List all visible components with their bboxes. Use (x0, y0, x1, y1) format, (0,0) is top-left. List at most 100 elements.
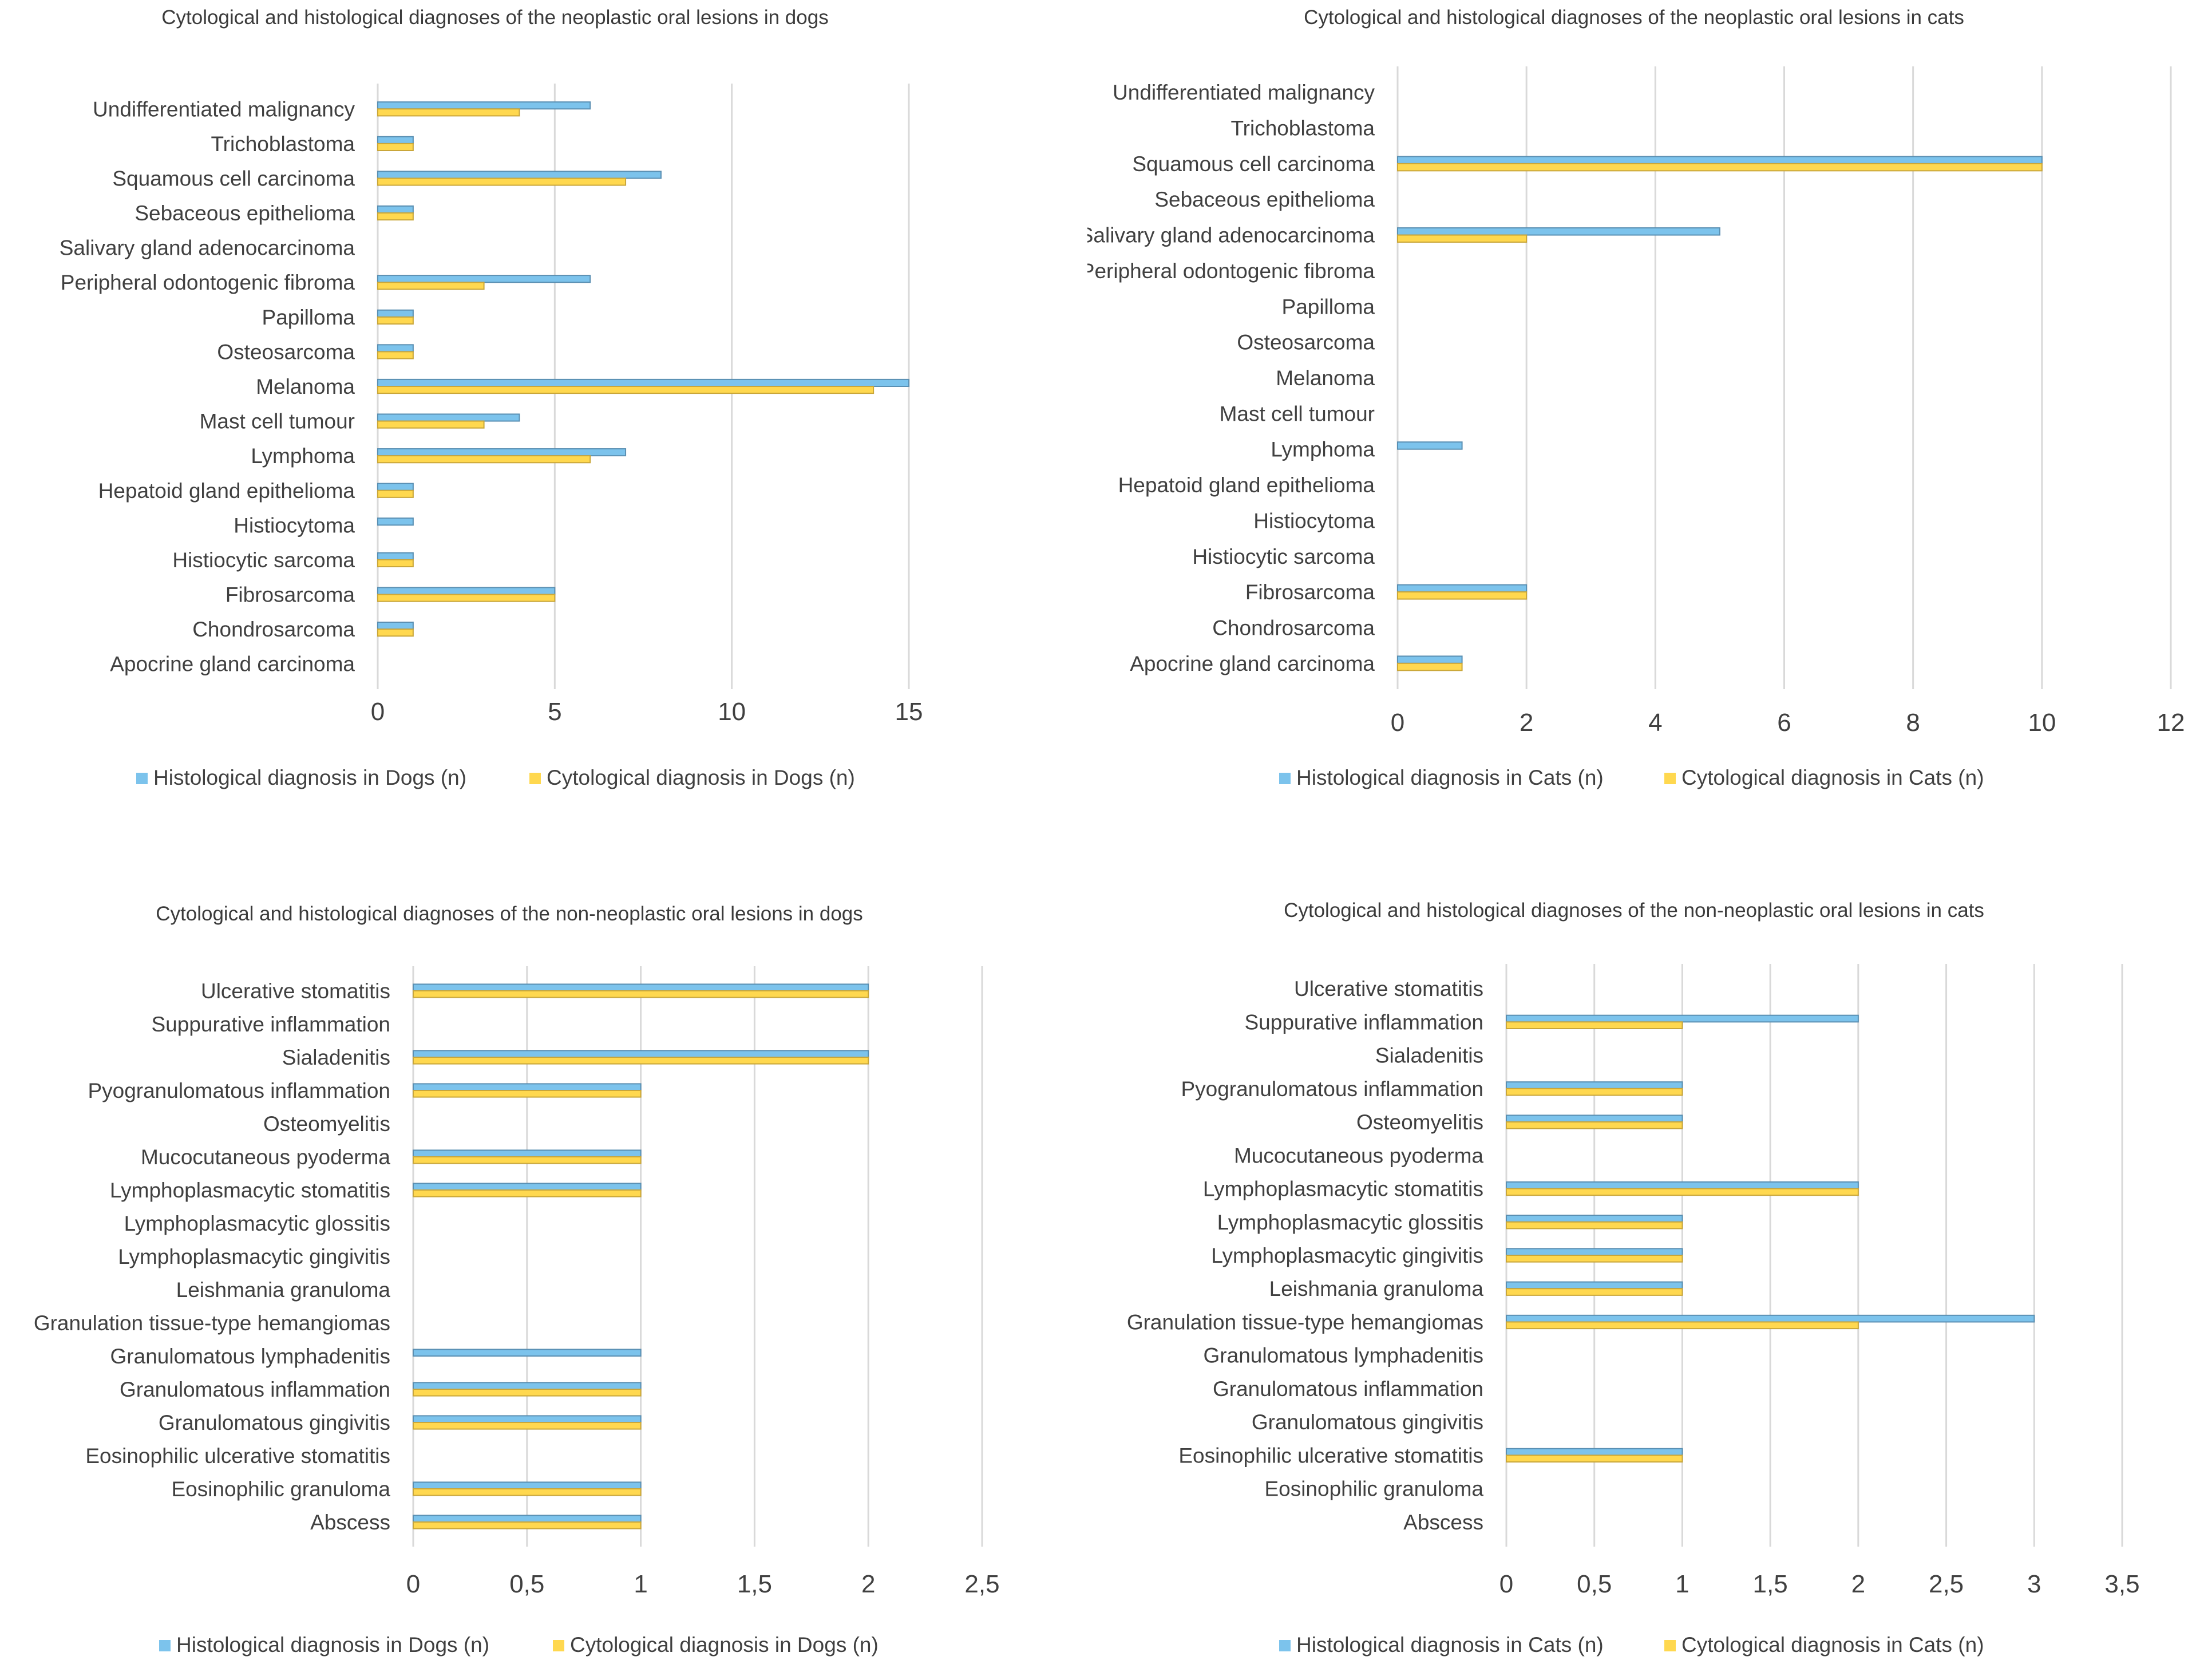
tick-label: 0,5 (509, 1570, 544, 1598)
legend-swatch-cytological (1664, 773, 1676, 784)
category-label: Lymphoplasmacytic stomatitis (110, 1179, 390, 1202)
bar-cytological (1397, 163, 2043, 172)
tick-label: 2 (1520, 709, 1533, 737)
chart-title: Cytological and histological diagnoses o… (1304, 6, 1964, 29)
bar-histological (1506, 1215, 1683, 1223)
bar-cytological (413, 1389, 642, 1397)
category-label: Granulomatous lymphadenitis (110, 1345, 390, 1368)
category-label: Ulcerative stomatitis (201, 979, 390, 1003)
bar-cytological (377, 594, 556, 602)
bar-cytological (377, 420, 485, 429)
category-label: Chondrosarcoma (192, 618, 355, 641)
category-label: Lymphoma (251, 444, 355, 468)
legend-label-histological: Histological diagnosis in Dogs (n) (153, 766, 466, 789)
bar-cytological (1506, 1088, 1683, 1096)
bar-histological (377, 622, 414, 630)
bar-histological (1506, 1014, 1859, 1023)
category-label: Apocrine gland carcinoma (110, 653, 355, 676)
tick-label: 0 (371, 698, 385, 726)
category-label: Histiocytoma (234, 513, 355, 537)
category-label: Eosinophilic granuloma (1264, 1477, 1483, 1501)
tick-label: 0 (1499, 1570, 1513, 1598)
tick-label: 4 (1648, 709, 1662, 737)
bar-histological (1506, 1181, 1859, 1189)
bar-cytological (413, 1090, 642, 1098)
category-label: Eosinophilic ulcerative stomatitis (1178, 1444, 1483, 1467)
tick-label: 10 (2028, 709, 2056, 737)
bar-histological (377, 483, 414, 491)
category-label: Ulcerative stomatitis (1294, 977, 1483, 1001)
bar-histological (377, 309, 414, 318)
category-label: Apocrine gland carcinoma (1130, 652, 1375, 675)
category-label: Osteosarcoma (1237, 331, 1375, 354)
tick-label: 5 (548, 698, 561, 726)
category-label: Lymphoplasmacytic gingivitis (118, 1245, 390, 1268)
tick-label: 8 (1906, 709, 1920, 737)
bar-cytological (377, 628, 414, 637)
chart-dogs-non-neoplastic: Cytological and histological diagnoses o… (0, 836, 1087, 1680)
category-label: Granulomatous inflammation (120, 1378, 390, 1401)
legend-label-cytological: Cytological diagnosis in Cats (n) (1681, 1633, 1984, 1657)
bar-histological (377, 171, 662, 179)
category-label: Granulomatous gingivitis (1252, 1410, 1483, 1434)
category-label: Osteomyelitis (1356, 1110, 1483, 1134)
legend-swatch-histological (1279, 1640, 1291, 1651)
category-label: Salivary gland adenocarcinoma (60, 236, 355, 260)
bar-histological (413, 1050, 869, 1058)
legend-label-histological: Histological diagnosis in Dogs (n) (176, 1633, 489, 1657)
bar-histological (413, 1481, 642, 1490)
bar-histological (1506, 1114, 1683, 1123)
bar-histological (1506, 1248, 1683, 1256)
category-label: Histiocytoma (1253, 509, 1375, 532)
bar-histological (413, 1149, 642, 1158)
bar-cytological (377, 386, 875, 394)
bar-histological (377, 552, 414, 560)
bar-cytological (413, 990, 869, 998)
category-label: Suppurative inflammation (1245, 1010, 1484, 1034)
category-label: Abscess (310, 1511, 390, 1534)
category-label: Histiocytic sarcoma (1192, 545, 1375, 568)
tick-label: 2 (1851, 1570, 1865, 1598)
bar-cytological (377, 177, 627, 186)
legend-label-cytological: Cytological diagnosis in Dogs (n) (570, 1633, 879, 1657)
bar-histological (413, 1183, 642, 1191)
bar-histological (1397, 441, 1463, 450)
tick-label: 2,5 (964, 1570, 999, 1598)
bar-histological (377, 587, 556, 595)
bar-cytological (413, 1422, 642, 1430)
tick-label: 0,5 (1577, 1570, 1612, 1598)
bar-cytological (413, 1521, 642, 1529)
legend-swatch-cytological (529, 773, 541, 784)
category-label: Lymphoplasmacytic glossitis (124, 1212, 390, 1235)
bar-cytological (1397, 591, 1528, 600)
bar-cytological (377, 143, 414, 152)
category-label: Chondrosarcoma (1212, 616, 1375, 639)
bar-histological (1397, 584, 1528, 593)
tick-label: 0 (1391, 709, 1404, 737)
category-label: Granulation tissue-type hemangiomas (1127, 1310, 1483, 1334)
bar-cytological (1506, 1454, 1683, 1463)
tick-label: 1,5 (737, 1570, 772, 1598)
category-label: Mast cell tumour (1220, 402, 1375, 425)
tick-label: 6 (1777, 709, 1791, 737)
category-label: Sebaceous epithelioma (1154, 188, 1375, 211)
bar-cytological (1506, 1288, 1683, 1296)
category-label: Hepatoid gland epithelioma (1118, 473, 1375, 497)
bar-histological (377, 448, 627, 457)
tick-label: 15 (895, 698, 923, 726)
legend-swatch-cytological (553, 1640, 564, 1651)
legend-label-cytological: Cytological diagnosis in Cats (n) (1681, 766, 1984, 789)
category-label: Eosinophilic ulcerative stomatitis (85, 1444, 390, 1468)
category-label: Leishmania granuloma (1269, 1277, 1484, 1300)
tick-label: 10 (718, 698, 746, 726)
bar-cytological (377, 108, 520, 117)
tick-label: 3,5 (2104, 1570, 2139, 1598)
chart-title: Cytological and histological diagnoses o… (161, 6, 828, 29)
bar-histological (377, 136, 414, 144)
bar-cytological (413, 1189, 642, 1197)
bar-histological (377, 517, 414, 526)
bar-cytological (377, 559, 414, 568)
bar-cytological (1506, 1221, 1683, 1230)
bar-cytological (377, 455, 591, 464)
bar-cytological (1506, 1321, 1859, 1330)
